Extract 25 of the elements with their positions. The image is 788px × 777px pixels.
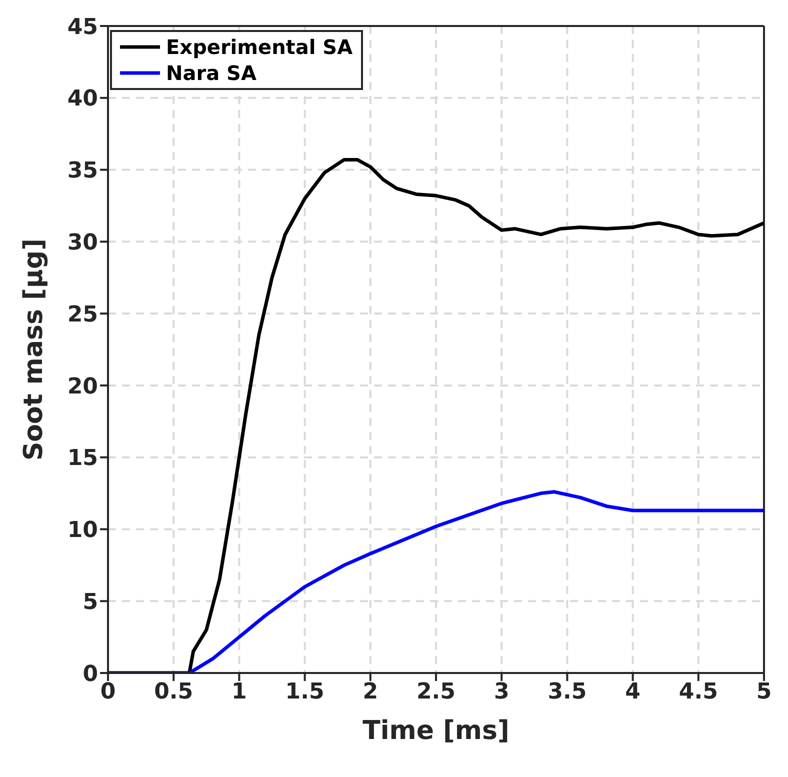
x-tick-label: 2 — [362, 680, 378, 705]
x-axis-title: Time [ms] — [362, 716, 510, 746]
y-tick-label: 30 — [67, 230, 98, 256]
legend-label: Nara SA — [166, 61, 256, 85]
x-tick-label: 1 — [232, 680, 247, 705]
x-tick-label: 2.5 — [416, 680, 456, 705]
y-tick-label: 45 — [67, 14, 98, 40]
x-tick-label: 0.5 — [154, 680, 194, 705]
x-tick-label: 4 — [625, 680, 640, 705]
y-tick-label: 10 — [67, 518, 98, 544]
y-tick-label: 20 — [67, 374, 98, 400]
x-tick-label: 3 — [494, 680, 510, 705]
y-tick-label: 15 — [67, 446, 98, 472]
y-tick-label: 0 — [82, 662, 98, 687]
y-tick-label: 35 — [67, 158, 98, 184]
x-tick-label: 5 — [756, 680, 772, 705]
x-tick-label: 0 — [100, 680, 116, 705]
y-tick-label: 25 — [67, 302, 98, 328]
x-tick-label: 1.5 — [285, 680, 324, 705]
y-axis-title: Soot mass [μg] — [19, 238, 49, 461]
y-tick-label: 40 — [67, 86, 98, 112]
legend-label: Experimental SA — [166, 35, 353, 59]
x-tick-label: 3.5 — [548, 680, 587, 705]
x-tick-label: 4.5 — [678, 680, 718, 705]
y-tick-label: 5 — [82, 590, 98, 615]
